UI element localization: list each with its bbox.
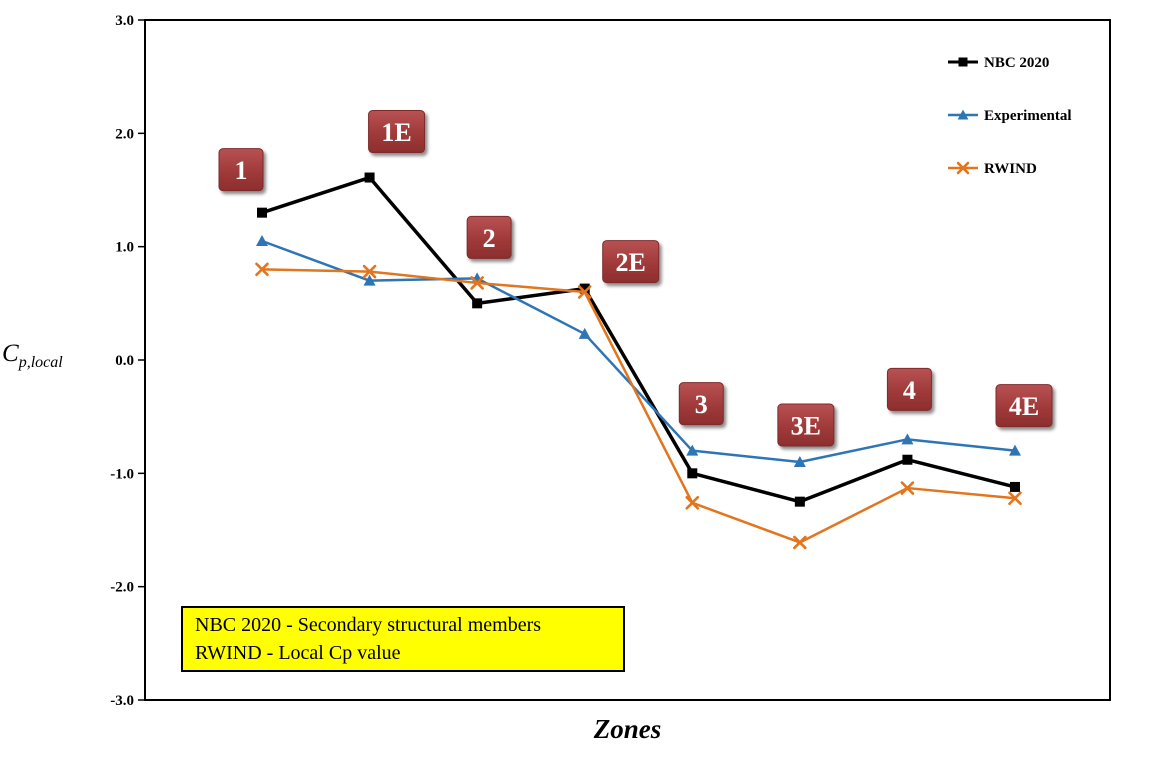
y-tick-label: -3.0	[110, 693, 134, 709]
zone-badge-label: 1E	[381, 118, 411, 147]
square-marker	[687, 468, 698, 479]
zone-badge-shape	[995, 384, 1053, 428]
zone-badge-shape	[368, 110, 426, 154]
legend: NBC 2020 Experimental RWIND	[948, 55, 1072, 177]
x-marker	[1008, 491, 1022, 506]
zone-badge-label: 3E	[791, 412, 821, 441]
y-tick-label: -2.0	[110, 580, 134, 596]
y-axis-title: Cp,local	[2, 340, 63, 372]
legend-item-experimental: Experimental	[948, 108, 1072, 124]
square-marker	[579, 283, 590, 294]
zone-badge-shape	[466, 215, 512, 259]
zone-badge-label: 2	[483, 224, 496, 253]
zone-badge-3: 3	[678, 382, 724, 426]
square-marker	[902, 454, 913, 465]
triangle-marker	[256, 235, 268, 246]
y-tick-label: 1.0	[115, 240, 134, 256]
x-marker	[793, 535, 807, 550]
square-marker	[1010, 481, 1020, 492]
zone-badge-label: 4	[903, 376, 916, 405]
x-marker	[900, 481, 915, 495]
square-marker	[472, 298, 483, 309]
triangle-marker	[901, 433, 914, 445]
series-line	[260, 268, 1017, 544]
square-marker	[794, 496, 805, 507]
square-marker	[958, 57, 968, 67]
x-axis-title: Zones	[593, 714, 662, 744]
annotation-box: NBC 2020 - Secondary structural members …	[181, 606, 625, 672]
legend-label: RWIND	[984, 161, 1037, 177]
zone-badge-4: 4	[886, 367, 932, 411]
y-axis: 3.0 2.0 1.0 0.0 -1.0 -2.0 -3.0	[110, 13, 145, 709]
square-marker	[364, 172, 375, 183]
x-marker	[577, 285, 592, 299]
series-line	[260, 175, 1017, 504]
x-marker	[956, 161, 970, 175]
zone-badge-label: 1	[235, 156, 248, 185]
series-nbc-2020	[257, 172, 1020, 507]
series-rwind	[255, 262, 1022, 550]
zone-badge-1: 1	[218, 148, 264, 192]
zone-badge-shape	[218, 148, 264, 192]
zone-badge-1e: 1E	[368, 110, 426, 154]
triangle-marker	[1009, 444, 1021, 456]
x-marker	[470, 276, 484, 290]
legend-label: NBC 2020	[984, 55, 1049, 71]
y-tick-label: 2.0	[115, 126, 134, 142]
y-tick-label: 3.0	[115, 13, 134, 29]
zone-badge-label: 4E	[1009, 392, 1039, 421]
square-marker	[257, 207, 267, 218]
zone-badge-shape	[886, 367, 932, 411]
triangle-marker	[686, 444, 699, 456]
triangle-marker	[957, 109, 969, 120]
legend-item-nbc-2020: NBC 2020	[948, 55, 1049, 71]
zone-badge-3e: 3E	[777, 403, 835, 447]
triangle-marker	[793, 456, 806, 467]
zone-badge-shape	[777, 403, 835, 447]
zone-badge-shape	[602, 240, 660, 284]
zone-badge-2e: 2E	[602, 240, 660, 284]
zone-badge-2: 2	[466, 215, 512, 259]
triangle-marker	[363, 274, 376, 286]
series-experimental	[256, 235, 1021, 467]
legend-item-rwind: RWIND	[948, 161, 1037, 177]
x-marker	[255, 262, 269, 277]
x-marker	[685, 495, 700, 510]
triangle-marker	[578, 327, 591, 339]
zone-badge-label: 3	[695, 390, 708, 419]
y-axis-title-sub: p,local	[18, 354, 63, 371]
annotation-line-2: RWIND - Local Cp value	[195, 642, 401, 664]
series-line	[260, 239, 1017, 464]
zone-badges: 1 1E 2 2E 3 3E 4 4E	[218, 110, 1053, 447]
zone-badge-shape	[678, 382, 724, 426]
legend-label: Experimental	[984, 108, 1072, 124]
zone-badge-4e: 4E	[995, 384, 1053, 428]
x-marker	[362, 264, 377, 279]
y-tick-label: -1.0	[110, 466, 134, 482]
y-tick-label: 0.0	[115, 353, 134, 369]
zone-badge-label: 2E	[616, 248, 646, 277]
y-axis-title-base: C	[2, 340, 19, 367]
annotation-line-1: NBC 2020 - Secondary structural members	[195, 614, 542, 636]
